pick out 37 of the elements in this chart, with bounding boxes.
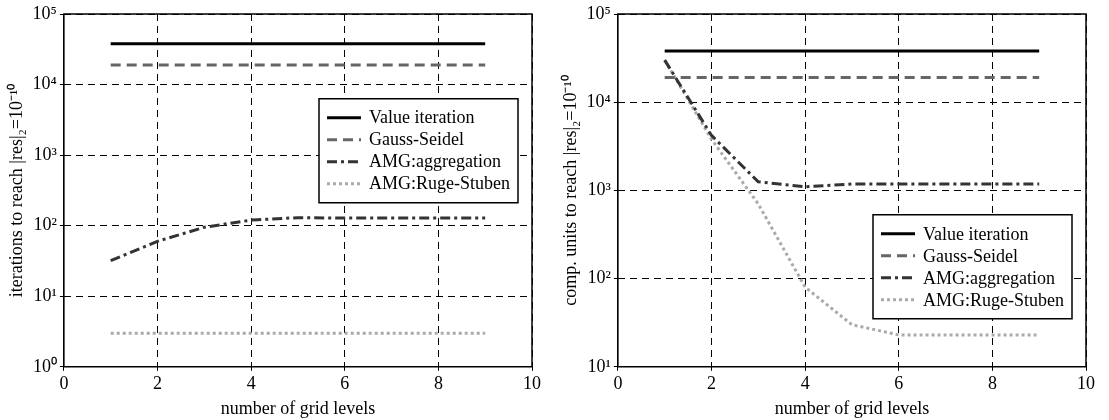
y-tick-label: 10⁵ (586, 2, 611, 23)
x-tick-label: 4 (246, 373, 256, 394)
x-tick-label: 0 (59, 373, 69, 394)
x-tick-label: 10 (1077, 373, 1095, 394)
legend-label: AMG:Ruge-Stuben (369, 173, 511, 194)
x-tick-label: 0 (613, 373, 623, 394)
y-axis-title: iterations to reach |res|₂=10⁻¹⁰ (5, 83, 26, 298)
x-tick-label: 2 (153, 373, 162, 394)
y-tick-label: 10⁴ (32, 73, 57, 94)
legend-label: Gauss-Seidel (923, 245, 1018, 266)
x-tick-label: 8 (433, 373, 443, 394)
y-tick-label: 10¹ (587, 355, 611, 376)
legend-label: AMG:aggregation (923, 267, 1055, 288)
y-tick-label: 10⁴ (586, 90, 611, 111)
y-tick-label: 10³ (587, 179, 612, 200)
x-tick-label: 10 (523, 373, 541, 394)
legend-label: AMG:Ruge-Stuben (923, 289, 1065, 310)
legend-label: Value iteration (369, 107, 475, 128)
y-tick-label: 10³ (33, 143, 58, 164)
y-tick-label: 10⁰ (32, 355, 57, 376)
y-tick-label: 10² (587, 267, 611, 288)
y-tick-label: 10⁵ (32, 2, 57, 23)
x-tick-label: 6 (894, 373, 904, 394)
y-tick-label: 10¹ (33, 284, 57, 305)
line-series (109, 216, 487, 263)
x-tick-label: 4 (800, 373, 810, 394)
x-tick-label: 2 (707, 373, 716, 394)
x-tick-label: 8 (987, 373, 997, 394)
legend-label: AMG:aggregation (369, 151, 501, 172)
y-axis-title: comp. units to reach |res|₂=10⁻¹⁰ (559, 75, 580, 306)
legend-label: Value iteration (923, 223, 1029, 244)
y-tick-label: 10² (33, 214, 57, 235)
legend-label: Gauss-Seidel (369, 129, 464, 150)
x-axis-title: number of grid levels (774, 397, 930, 418)
line-series (663, 58, 1041, 189)
x-axis-title: number of grid levels (220, 397, 376, 418)
x-tick-label: 6 (340, 373, 350, 394)
